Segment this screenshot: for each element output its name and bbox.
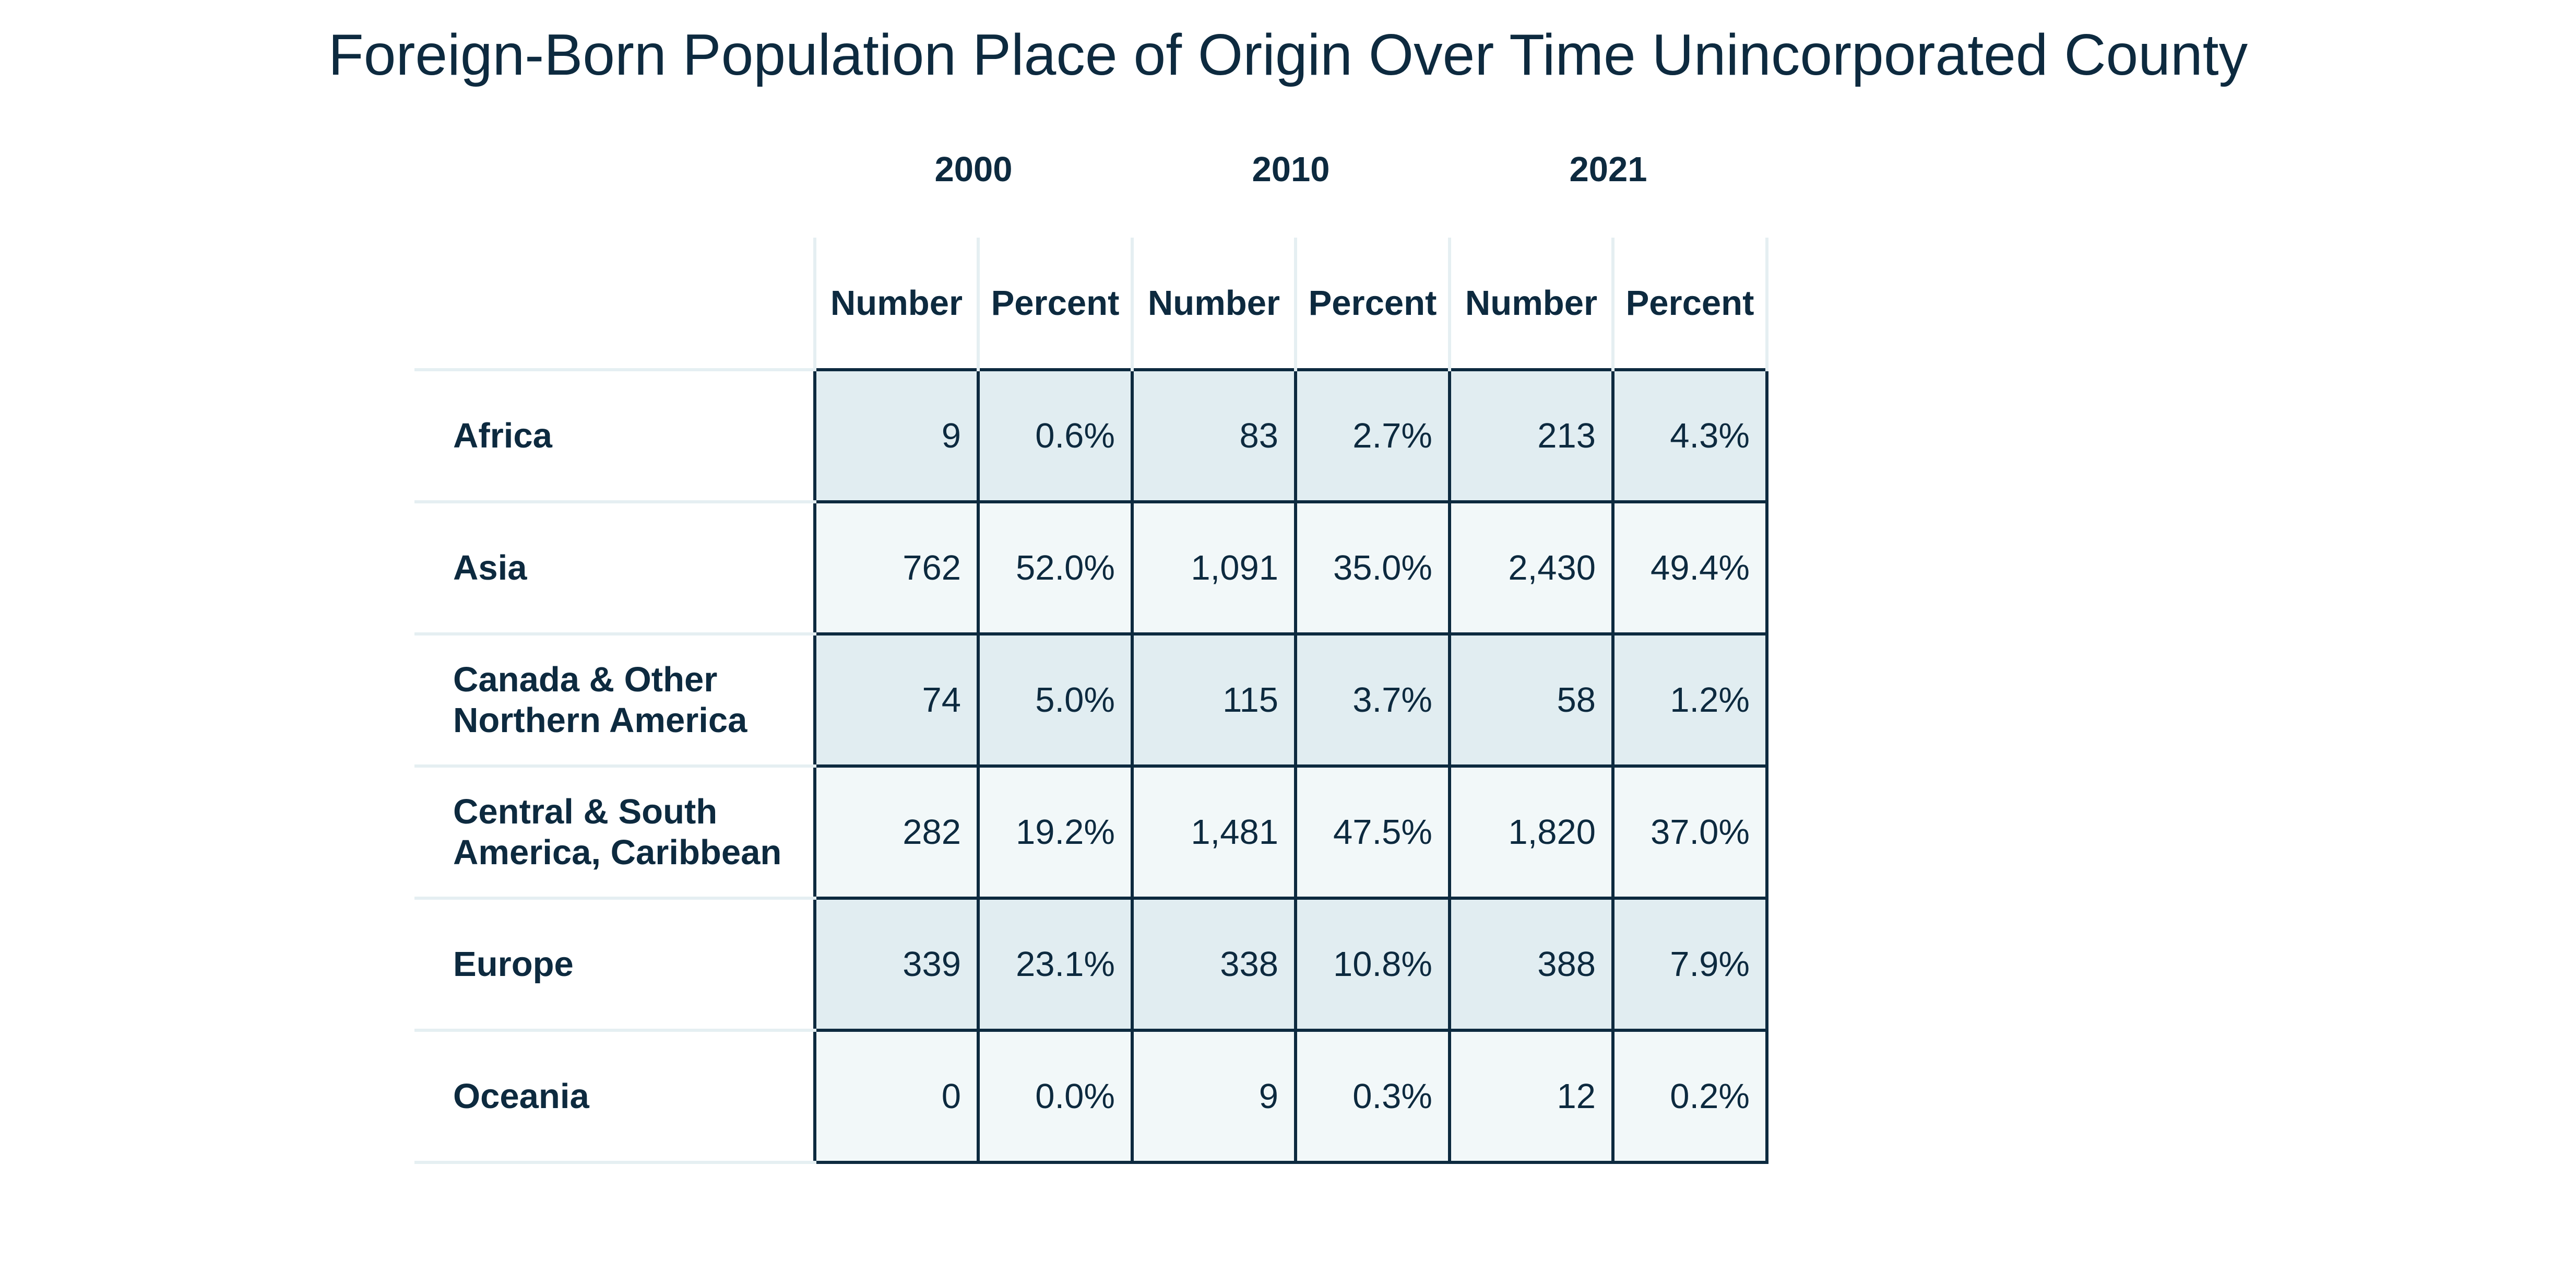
table-row-africa: Africa 9 0.6% 83 2.7% 213 4.3% bbox=[414, 368, 1768, 503]
page-title: Foreign-Born Population Place of Origin … bbox=[328, 22, 2248, 87]
cell-percent-2000: 0.0% bbox=[977, 1029, 1134, 1164]
row-label: Asia bbox=[414, 502, 815, 635]
cell-percent-2010: 10.8% bbox=[1294, 897, 1451, 1032]
year-header-2010: 2010 bbox=[1252, 150, 1330, 189]
cell-number-2021: 213 bbox=[1448, 368, 1615, 503]
cell-number-2021: 12 bbox=[1448, 1029, 1615, 1164]
cell-percent-2000: 5.0% bbox=[977, 632, 1134, 768]
column-header-percent-2021: Percent bbox=[1611, 238, 1768, 370]
cell-number-2021: 58 bbox=[1448, 632, 1615, 768]
origin-table: Number Percent Number Percent Number Per… bbox=[414, 238, 1768, 1164]
cell-percent-2021: 37.0% bbox=[1611, 764, 1768, 900]
cell-percent-2021: 0.2% bbox=[1611, 1029, 1768, 1164]
row-label: Canada & Other Northern America bbox=[414, 634, 815, 768]
cell-percent-2000: 52.0% bbox=[977, 500, 1134, 635]
row-label: Africa bbox=[414, 370, 815, 503]
cell-percent-2021: 4.3% bbox=[1611, 368, 1768, 503]
year-header-2021: 2021 bbox=[1569, 150, 1647, 189]
cell-number-2000: 762 bbox=[813, 500, 980, 635]
cell-percent-2021: 1.2% bbox=[1611, 632, 1768, 768]
table-row-central-south-america: Central & South America, Caribbean 282 1… bbox=[414, 764, 1768, 900]
row-label: Central & South America, Caribbean bbox=[414, 766, 815, 900]
cell-percent-2010: 3.7% bbox=[1294, 632, 1451, 768]
column-header-row: Number Percent Number Percent Number Per… bbox=[414, 238, 1768, 371]
cell-percent-2000: 0.6% bbox=[977, 368, 1134, 503]
cell-number-2000: 74 bbox=[813, 632, 980, 768]
column-header-number-2021: Number bbox=[1448, 238, 1615, 370]
table-row-oceania: Oceania 0 0.0% 9 0.3% 12 0.2% bbox=[414, 1029, 1768, 1164]
cell-percent-2021: 7.9% bbox=[1611, 897, 1768, 1032]
cell-number-2021: 1,820 bbox=[1448, 764, 1615, 900]
cell-percent-2021: 49.4% bbox=[1611, 500, 1768, 635]
cell-number-2010: 338 bbox=[1131, 897, 1297, 1032]
cell-number-2010: 9 bbox=[1131, 1029, 1297, 1164]
cell-percent-2010: 47.5% bbox=[1294, 764, 1451, 900]
cell-number-2010: 1,481 bbox=[1131, 764, 1297, 900]
column-header-number-2010: Number bbox=[1131, 238, 1297, 370]
cell-percent-2000: 23.1% bbox=[977, 897, 1134, 1032]
table-row-asia: Asia 762 52.0% 1,091 35.0% 2,430 49.4% bbox=[414, 500, 1768, 635]
cell-percent-2000: 19.2% bbox=[977, 764, 1134, 900]
cell-percent-2010: 2.7% bbox=[1294, 368, 1451, 503]
cell-percent-2010: 35.0% bbox=[1294, 500, 1451, 635]
cell-number-2000: 282 bbox=[813, 764, 980, 900]
cell-number-2021: 388 bbox=[1448, 897, 1615, 1032]
cell-percent-2010: 0.3% bbox=[1294, 1029, 1451, 1164]
cell-number-2010: 1,091 bbox=[1131, 500, 1297, 635]
table-row-canada-northern-america: Canada & Other Northern America 74 5.0% … bbox=[414, 632, 1768, 768]
column-header-percent-2000: Percent bbox=[977, 238, 1134, 370]
year-header-2000: 2000 bbox=[934, 150, 1013, 189]
cell-number-2021: 2,430 bbox=[1448, 500, 1615, 635]
cell-number-2000: 0 bbox=[813, 1029, 980, 1164]
cell-number-2010: 115 bbox=[1131, 632, 1297, 768]
table-row-europe: Europe 339 23.1% 338 10.8% 388 7.9% bbox=[414, 897, 1768, 1032]
table-corner bbox=[414, 238, 815, 371]
row-label: Europe bbox=[414, 898, 815, 1032]
column-header-percent-2010: Percent bbox=[1294, 238, 1451, 370]
cell-number-2000: 9 bbox=[813, 368, 980, 503]
row-label: Oceania bbox=[414, 1030, 815, 1164]
cell-number-2000: 339 bbox=[813, 897, 980, 1032]
column-header-number-2000: Number bbox=[813, 238, 980, 370]
cell-number-2010: 83 bbox=[1131, 368, 1297, 503]
